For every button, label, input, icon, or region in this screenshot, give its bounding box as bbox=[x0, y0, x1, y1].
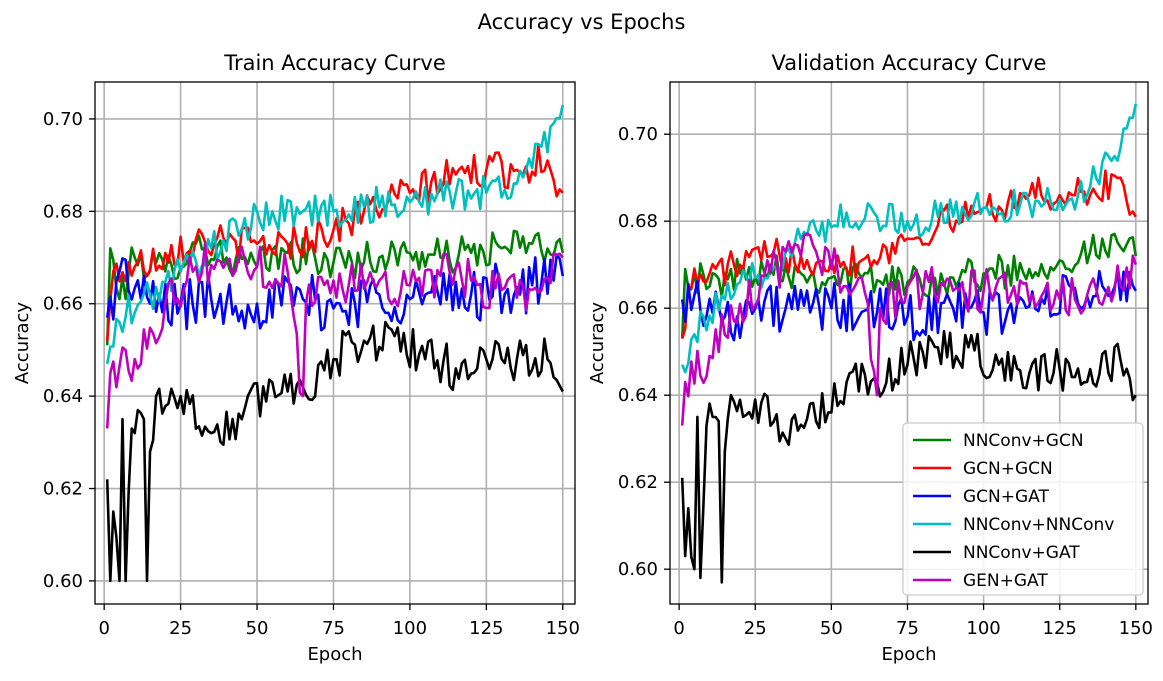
series-line-gcn-gcn bbox=[105, 144, 564, 341]
y-tick-label: 0.66 bbox=[618, 298, 658, 319]
x-axis-label: Epoch bbox=[881, 644, 936, 665]
x-tick-label: 0 bbox=[98, 618, 109, 639]
series-line-nnconv-nnconv bbox=[105, 104, 565, 365]
panel-title: Train Accuracy Curve bbox=[223, 51, 446, 75]
y-axis-label: Accuracy bbox=[587, 302, 608, 385]
x-tick-label: 100 bbox=[393, 618, 427, 639]
series-line-gen-gat bbox=[680, 232, 1138, 426]
legend-item: GCN+GCN bbox=[913, 459, 1053, 479]
legend-label: NNConv+NNConv bbox=[963, 515, 1114, 535]
x-tick-label: 0 bbox=[673, 618, 684, 639]
legend-box bbox=[902, 422, 1144, 596]
x-axis-label: Epoch bbox=[307, 644, 362, 665]
legend-label: NNConv+GCN bbox=[963, 431, 1084, 451]
legend-label: GEN+GAT bbox=[963, 571, 1048, 591]
y-tick-label: 0.68 bbox=[43, 201, 83, 222]
x-tick-label: 25 bbox=[744, 618, 767, 639]
legend-label: GCN+GAT bbox=[963, 487, 1049, 507]
y-tick-label: 0.66 bbox=[43, 294, 83, 315]
x-tick-label: 50 bbox=[246, 618, 269, 639]
y-tick-label: 0.62 bbox=[43, 479, 83, 500]
legend-item: GEN+GAT bbox=[913, 571, 1048, 591]
series-group bbox=[105, 104, 565, 583]
legend-item: NNConv+NNConv bbox=[913, 515, 1114, 535]
x-tick-label: 125 bbox=[469, 618, 503, 639]
figure-title: Accuracy vs Epochs bbox=[477, 10, 686, 34]
plot-frame bbox=[669, 81, 1149, 605]
chart-panel-1: 0 25 50 75 100 125 150 0.60 0.62 0.64 0.66 0.68 0.70… bbox=[12, 51, 580, 665]
series-line-gen-gat bbox=[105, 242, 564, 429]
plot-frame bbox=[94, 81, 576, 605]
legend-item: NNConv+GAT bbox=[913, 543, 1080, 563]
legend-label: NNConv+GAT bbox=[963, 543, 1080, 563]
x-tick-label: 50 bbox=[820, 618, 843, 639]
x-tick-label: 150 bbox=[546, 618, 580, 639]
y-tick-label: 0.70 bbox=[43, 109, 83, 130]
y-tick-label: 0.64 bbox=[43, 386, 83, 407]
legend: NNConv+GCN GCN+GCN GCN+GAT NNConv+NNConv NNC… bbox=[902, 422, 1144, 596]
y-tick-label: 0.60 bbox=[618, 559, 658, 580]
series-line-nnconv-nnconv bbox=[680, 103, 1138, 374]
series-line-gcn-gcn bbox=[680, 169, 1137, 339]
x-tick-label: 150 bbox=[1119, 618, 1153, 639]
legend-label: GCN+GCN bbox=[963, 459, 1053, 479]
x-tick-label: 25 bbox=[169, 618, 192, 639]
series-line-nnconv-gat bbox=[105, 320, 564, 583]
series-line-nnconv-gat bbox=[680, 329, 1137, 584]
panel-title: Validation Accuracy Curve bbox=[772, 51, 1047, 75]
legend-item: GCN+GAT bbox=[913, 487, 1049, 507]
y-tick-label: 0.64 bbox=[618, 385, 658, 406]
x-tick-label: 75 bbox=[322, 618, 345, 639]
x-tick-label: 75 bbox=[896, 618, 919, 639]
y-tick-label: 0.62 bbox=[618, 472, 658, 493]
y-axis-label: Accuracy bbox=[12, 302, 33, 385]
series-group bbox=[680, 103, 1138, 584]
y-tick-label: 0.70 bbox=[618, 124, 658, 145]
x-tick-label: 125 bbox=[1043, 618, 1077, 639]
y-tick-label: 0.68 bbox=[618, 211, 658, 232]
x-tick-label: 100 bbox=[966, 618, 1000, 639]
legend-item: NNConv+GCN bbox=[913, 431, 1084, 451]
y-tick-label: 0.60 bbox=[43, 571, 83, 592]
series-line-nnconv-gcn bbox=[680, 232, 1138, 339]
